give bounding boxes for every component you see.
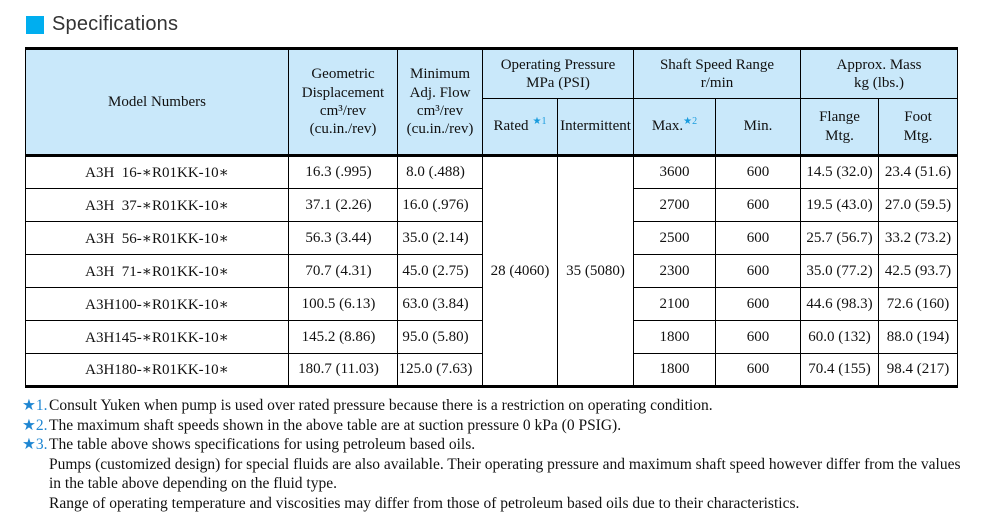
page-title: Specifications xyxy=(52,13,179,35)
cell-max-speed: 1800 xyxy=(633,353,716,387)
col-header-min: Min. xyxy=(714,98,802,157)
col-header-approx-mass: Approx. Mass kg (lbs.) xyxy=(800,48,959,99)
cell-min-flow: 16.0 (.976) xyxy=(397,188,483,222)
col-header-minimum-adj-flow: Minimum Adj. Flow cm³/rev (cu.in./rev) xyxy=(397,48,483,157)
cell-flange-mass: 19.5 (43.0) xyxy=(800,188,880,222)
footnote-1: ★1. Consult Yuken when pump is used over… xyxy=(22,396,967,416)
footnote-star-2: ★2. xyxy=(22,416,48,434)
cell-min-speed: 600 xyxy=(714,254,802,288)
cell-min-speed: 600 xyxy=(714,353,802,387)
table-row: A3H 16-∗R01KK-10∗ 16.3 (.995) 8.0 (.488)… xyxy=(25,155,959,387)
table-row: A3H 37-∗R01KK-10∗ 37.1 (2.26) 16.0 (.976… xyxy=(25,188,959,222)
bullet-square-icon xyxy=(26,15,44,34)
cell-rated-pressure: 28 (4060) xyxy=(482,155,558,387)
header-group-row: Model Numbers Geometric Displacement cm³… xyxy=(25,48,959,157)
cell-min-flow: 35.0 (2.14) xyxy=(397,221,483,255)
cell-max-speed: 3600 xyxy=(633,155,716,189)
cell-min-speed: 600 xyxy=(714,188,802,222)
footnote-text: The table above shows specifications for… xyxy=(49,436,476,454)
cell-model: A3H100-∗R01KK-10∗ xyxy=(25,287,289,321)
footnote-text: The maximum shaft speeds shown in the ab… xyxy=(49,416,622,434)
cell-max-speed: 2300 xyxy=(633,254,716,288)
cell-flange-mass: 35.0 (77.2) xyxy=(800,254,880,288)
footnote-text: Consult Yuken when pump is used over rat… xyxy=(49,397,713,414)
footnote-ref-star-1: ★1 xyxy=(532,116,547,128)
cell-foot-mass: 23.4 (51.6) xyxy=(878,155,959,189)
col-header-foot-mtg: Foot Mtg. xyxy=(878,98,959,157)
cell-min-flow: 95.0 (5.80) xyxy=(397,320,483,354)
rated-label: Rated xyxy=(493,118,529,135)
cell-flange-mass: 44.6 (98.3) xyxy=(800,287,880,321)
col-header-flange-mtg: Flange Mtg. xyxy=(800,98,880,157)
cell-displacement: 56.3 (3.44) xyxy=(288,221,398,255)
footnote-2: ★2. The maximum shaft speeds shown in th… xyxy=(22,416,967,436)
table-row: A3H180-∗R01KK-10∗ 180.7 (11.03) 125.0 (7… xyxy=(25,353,959,387)
cell-max-speed: 2700 xyxy=(633,188,716,222)
table-row: A3H 56-∗R01KK-10∗ 56.3 (3.44) 35.0 (2.14… xyxy=(25,221,959,255)
footnote-text: Pumps (customized design) for special fl… xyxy=(49,455,961,493)
cell-flange-mass: 14.5 (32.0) xyxy=(800,155,880,189)
footnote-ref-star-2: ★2 xyxy=(683,116,698,128)
footnote-3-continuation: Range of operating temperature and visco… xyxy=(22,494,967,514)
cell-displacement: 70.7 (4.31) xyxy=(288,254,398,288)
footnote-spacer xyxy=(22,455,49,494)
cell-min-speed: 600 xyxy=(714,320,802,354)
cell-max-speed: 1800 xyxy=(633,320,716,354)
cell-displacement: 37.1 (2.26) xyxy=(288,188,398,222)
footnotes: ★1. Consult Yuken when pump is used over… xyxy=(22,396,967,514)
cell-min-flow: 45.0 (2.75) xyxy=(397,254,483,288)
cell-min-flow: 125.0 (7.63) xyxy=(397,353,483,387)
cell-flange-mass: 25.7 (56.7) xyxy=(800,221,880,255)
cell-flange-mass: 60.0 (132) xyxy=(800,320,880,354)
cell-intermittent-pressure: 35 (5080) xyxy=(557,155,634,387)
cell-foot-mass: 88.0 (194) xyxy=(878,320,959,354)
cell-displacement: 100.5 (6.13) xyxy=(288,287,398,321)
cell-flange-mass: 70.4 (155) xyxy=(800,353,880,387)
cell-model: A3H 37-∗R01KK-10∗ xyxy=(25,188,289,222)
section-title-bar: Specifications xyxy=(26,13,982,36)
cell-min-flow: 8.0 (.488) xyxy=(397,155,483,189)
cell-model: A3H 71-∗R01KK-10∗ xyxy=(25,254,289,288)
table-row: A3H145-∗R01KK-10∗ 145.2 (8.86) 95.0 (5.8… xyxy=(25,320,959,354)
specifications-table: Model Numbers Geometric Displacement cm³… xyxy=(25,47,959,388)
cell-foot-mass: 33.2 (73.2) xyxy=(878,221,959,255)
col-header-intermittent: Intermittent xyxy=(557,98,634,157)
footnote-text: Range of operating temperature and visco… xyxy=(49,494,800,512)
cell-model: A3H 16-∗R01KK-10∗ xyxy=(25,155,289,189)
cell-foot-mass: 27.0 (59.5) xyxy=(878,188,959,222)
footnote-3: ★3. The table above shows specifications… xyxy=(22,435,967,455)
cell-min-speed: 600 xyxy=(714,221,802,255)
cell-min-speed: 600 xyxy=(714,155,802,189)
col-header-rated: Rated ★1 xyxy=(482,98,558,157)
cell-min-speed: 600 xyxy=(714,287,802,321)
table-row: A3H100-∗R01KK-10∗ 100.5 (6.13) 63.0 (3.8… xyxy=(25,287,959,321)
footnote-spacer xyxy=(22,494,49,514)
header-sub-row: Rated ★1 Intermittent Max.★2 Min. Flange … xyxy=(26,98,959,157)
table-row: A3H 71-∗R01KK-10∗ 70.7 (4.31) 45.0 (2.75… xyxy=(25,254,959,288)
cell-model: A3H 56-∗R01KK-10∗ xyxy=(25,221,289,255)
footnote-3-continuation: Pumps (customized design) for special fl… xyxy=(22,455,967,494)
cell-displacement: 16.3 (.995) xyxy=(288,155,398,189)
col-header-model-numbers: Model Numbers xyxy=(25,48,289,157)
cell-displacement: 180.7 (11.03) xyxy=(288,353,398,387)
col-header-max: Max.★2 xyxy=(633,98,716,157)
col-header-shaft-speed-range: Shaft Speed Range r/min xyxy=(632,48,802,99)
max-label: Max. xyxy=(651,118,684,135)
footnote-star-3: ★3. xyxy=(22,436,48,454)
cell-foot-mass: 72.6 (160) xyxy=(878,287,959,321)
footnote-star-1: ★1. xyxy=(22,397,48,414)
cell-max-speed: 2500 xyxy=(633,221,716,255)
cell-foot-mass: 42.5 (93.7) xyxy=(878,254,959,288)
cell-model: A3H180-∗R01KK-10∗ xyxy=(25,353,289,387)
cell-foot-mass: 98.4 (217) xyxy=(878,353,959,387)
cell-max-speed: 2100 xyxy=(633,287,716,321)
col-header-operating-pressure: Operating Pressure MPa (PSI) xyxy=(482,48,634,99)
cell-model: A3H145-∗R01KK-10∗ xyxy=(25,320,289,354)
col-header-geometric-displacement: Geometric Displacement cm³/rev (cu.in./r… xyxy=(288,48,398,157)
cell-displacement: 145.2 (8.86) xyxy=(288,320,398,354)
cell-min-flow: 63.0 (3.84) xyxy=(397,287,483,321)
